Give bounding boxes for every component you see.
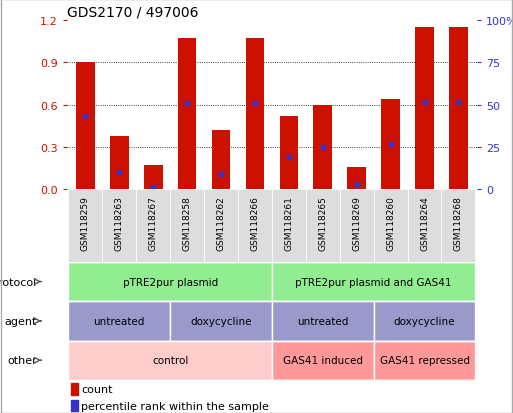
Bar — [313, 105, 332, 190]
Text: untreated: untreated — [93, 316, 145, 326]
Bar — [246, 39, 264, 190]
Bar — [272, 301, 373, 341]
Bar — [407, 190, 442, 262]
Bar — [76, 63, 95, 190]
Text: other: other — [7, 355, 37, 366]
Text: GSM118262: GSM118262 — [216, 196, 226, 250]
Text: GSM118264: GSM118264 — [420, 196, 429, 250]
Bar — [102, 190, 136, 262]
Bar — [204, 190, 238, 262]
Text: GSM118268: GSM118268 — [454, 196, 463, 251]
Text: GDS2170 / 497006: GDS2170 / 497006 — [67, 5, 198, 19]
Text: percentile rank within the sample: percentile rank within the sample — [81, 401, 269, 411]
Text: protocol: protocol — [0, 277, 37, 287]
Text: GSM118267: GSM118267 — [149, 196, 157, 251]
Bar — [442, 190, 476, 262]
Bar — [340, 190, 373, 262]
Bar — [71, 400, 78, 411]
Bar — [373, 301, 476, 341]
Bar — [238, 190, 272, 262]
Text: GSM118266: GSM118266 — [250, 196, 260, 251]
Bar — [68, 262, 272, 301]
Text: pTRE2pur plasmid and GAS41: pTRE2pur plasmid and GAS41 — [295, 277, 452, 287]
Bar — [170, 190, 204, 262]
Bar — [373, 341, 476, 380]
Bar — [144, 166, 163, 190]
Bar — [178, 39, 196, 190]
Bar — [272, 262, 476, 301]
Text: GSM118260: GSM118260 — [386, 196, 395, 251]
Bar — [306, 190, 340, 262]
Bar — [449, 28, 468, 190]
Bar — [136, 190, 170, 262]
Text: GSM118259: GSM118259 — [81, 196, 90, 251]
Text: count: count — [81, 384, 112, 394]
Text: GSM118258: GSM118258 — [183, 196, 191, 251]
Bar — [415, 28, 434, 190]
Bar — [381, 100, 400, 190]
Bar — [68, 341, 272, 380]
Bar — [170, 301, 272, 341]
Bar — [212, 131, 230, 190]
Bar — [68, 190, 102, 262]
Bar — [373, 190, 407, 262]
Text: pTRE2pur plasmid: pTRE2pur plasmid — [123, 277, 218, 287]
Text: untreated: untreated — [297, 316, 348, 326]
Bar — [280, 116, 298, 190]
Text: agent: agent — [4, 316, 37, 326]
Text: control: control — [152, 355, 188, 366]
Bar — [110, 136, 129, 190]
Bar — [347, 167, 366, 190]
Text: GAS41 repressed: GAS41 repressed — [380, 355, 469, 366]
Bar — [272, 341, 373, 380]
Text: doxycycline: doxycycline — [394, 316, 455, 326]
Bar — [71, 383, 78, 395]
Text: doxycycline: doxycycline — [190, 316, 252, 326]
Text: GSM118265: GSM118265 — [318, 196, 327, 251]
Text: GSM118261: GSM118261 — [284, 196, 293, 251]
Bar — [68, 301, 170, 341]
Text: GSM118269: GSM118269 — [352, 196, 361, 251]
Text: GAS41 induced: GAS41 induced — [283, 355, 363, 366]
Bar — [272, 190, 306, 262]
Text: GSM118263: GSM118263 — [115, 196, 124, 251]
